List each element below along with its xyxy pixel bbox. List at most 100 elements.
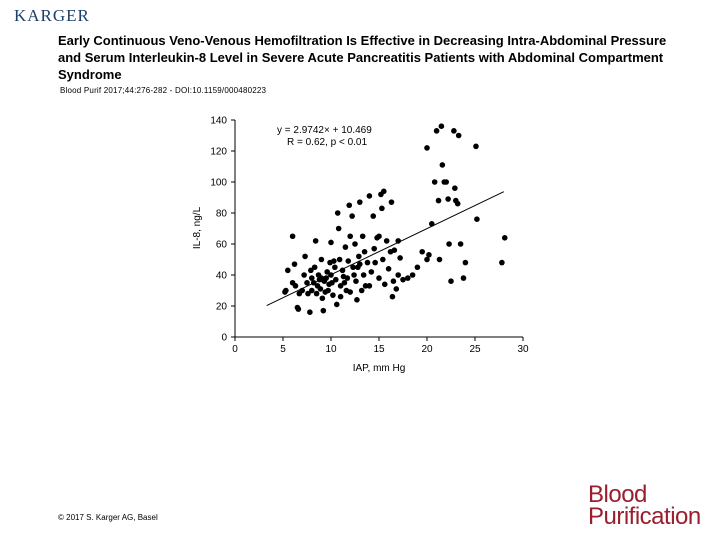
data-point — [334, 210, 341, 216]
data-point — [329, 279, 335, 286]
data-point — [383, 238, 390, 244]
data-point — [353, 278, 359, 285]
x-tick-label: 0 — [232, 344, 238, 355]
journal-logo-line2: Purification — [588, 503, 701, 530]
data-point — [462, 259, 469, 266]
data-point — [335, 225, 342, 232]
data-point — [431, 179, 438, 185]
data-point — [292, 283, 299, 289]
data-point — [400, 276, 406, 283]
data-point — [330, 292, 336, 298]
regression-line — [266, 191, 505, 307]
data-point — [435, 197, 442, 204]
data-point — [379, 205, 385, 212]
data-point — [362, 283, 369, 289]
data-point — [424, 145, 430, 151]
data-point — [333, 301, 340, 308]
y-tick-label: 60 — [216, 240, 228, 251]
data-point — [307, 309, 313, 316]
data-point — [439, 162, 446, 168]
data-point — [350, 264, 356, 271]
data-point — [352, 241, 358, 247]
data-point — [391, 247, 398, 253]
data-point — [376, 233, 382, 240]
data-point — [445, 196, 451, 202]
data-point — [305, 290, 311, 297]
data-point — [414, 264, 421, 271]
data-point — [501, 235, 508, 241]
data-point — [313, 290, 320, 297]
data-point — [424, 256, 430, 263]
data-point — [446, 241, 452, 247]
data-point — [356, 253, 362, 260]
data-point — [301, 272, 307, 278]
data-point — [370, 213, 377, 219]
data-point — [452, 185, 458, 191]
data-point — [360, 272, 367, 278]
data-point — [309, 287, 315, 294]
data-point — [359, 233, 366, 240]
data-point — [474, 216, 480, 222]
axes-layer: 0 5 10 15 20 25 30 0 20 40 60 80 100 120 140 — [210, 116, 529, 356]
data-point — [312, 238, 319, 244]
data-point — [436, 256, 443, 263]
data-point — [344, 275, 351, 281]
x-tick-label: 5 — [280, 344, 286, 355]
data-point — [309, 275, 315, 281]
data-point — [371, 245, 378, 252]
data-point — [395, 238, 402, 244]
data-point — [283, 287, 289, 294]
data-point — [345, 258, 352, 264]
data-point — [499, 259, 505, 266]
data-point — [331, 258, 337, 264]
citation: Blood Purif 2017;44:276-282 - DOI:10.115… — [60, 86, 267, 95]
data-point — [349, 213, 355, 219]
data-point — [341, 279, 348, 286]
journal-logo-line1: Blood — [588, 481, 647, 508]
data-point — [342, 244, 349, 250]
data-point — [457, 241, 464, 247]
data-point — [448, 278, 454, 285]
data-point — [380, 256, 386, 263]
journal-logo: Blood Purification — [588, 481, 713, 530]
slide-title: Early Continuous Veno-Venous Hemofiltrat… — [58, 33, 667, 82]
data-point — [291, 261, 298, 267]
data-point — [333, 276, 339, 283]
data-point — [366, 283, 373, 289]
data-point — [361, 248, 368, 255]
data-point — [337, 293, 344, 300]
data-point — [376, 275, 382, 281]
data-point — [372, 259, 378, 266]
data-point — [332, 264, 338, 271]
data-point — [357, 261, 363, 267]
x-axis-label: IAP, mm Hg — [353, 363, 406, 374]
data-point — [368, 269, 375, 275]
data-point — [395, 272, 402, 278]
data-point — [443, 179, 450, 185]
data-point — [405, 275, 411, 281]
data-point — [285, 267, 291, 274]
data-point — [308, 267, 314, 274]
data-point — [433, 128, 440, 134]
data-point — [295, 306, 302, 312]
y-tick-label: 100 — [210, 178, 227, 189]
y-tick-label: 0 — [221, 333, 227, 344]
data-point — [336, 256, 343, 263]
data-point — [451, 128, 457, 134]
data-point — [347, 233, 354, 240]
data-point — [426, 252, 432, 258]
data-point — [337, 283, 344, 289]
data-point — [351, 272, 357, 278]
x-tick-label: 30 — [517, 344, 529, 355]
data-point — [311, 264, 318, 271]
data-point — [289, 233, 296, 240]
data-point — [302, 253, 308, 260]
data-point — [317, 286, 324, 292]
publisher-logo: KARGER — [14, 6, 90, 25]
points-layer — [282, 123, 508, 316]
data-point — [319, 295, 326, 302]
y-tick-label: 120 — [210, 147, 227, 158]
x-tick-label: 25 — [469, 344, 481, 355]
data-point — [385, 266, 392, 272]
data-point — [347, 289, 354, 295]
